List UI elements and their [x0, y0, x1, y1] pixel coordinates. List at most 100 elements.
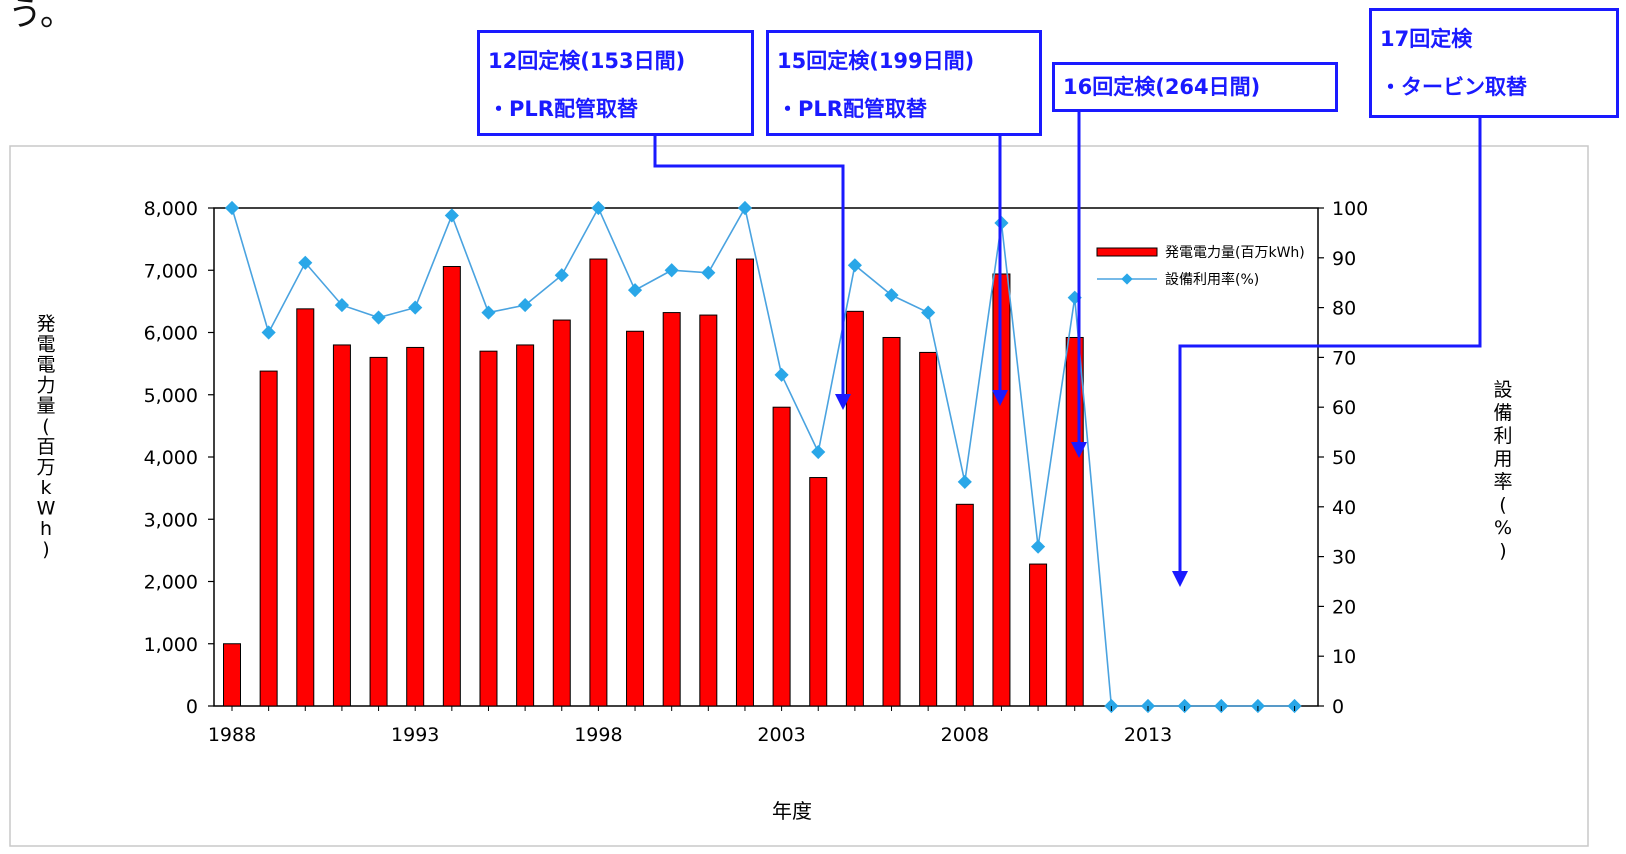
bar: [1065, 336, 1084, 707]
utilization-point: [811, 444, 826, 460]
callout-arrow-1: [653, 136, 845, 394]
bar: [809, 477, 828, 707]
bar: [955, 503, 974, 707]
y-axis-title-char: 電: [36, 354, 55, 376]
callout-detail: ・タービン取替: [1380, 75, 1527, 99]
callout-inspection-12: 12回定検(153日間) ・PLR配管取替: [477, 30, 754, 136]
utilization-point: [371, 310, 386, 325]
y-tick-label: 7,000: [144, 260, 198, 282]
y-axis-title-char: (: [42, 416, 49, 438]
y-axis-title-char: W: [37, 498, 56, 520]
bar: [882, 336, 901, 707]
utilization-point: [884, 288, 899, 303]
y-tick-label: 0: [186, 696, 198, 718]
x-tick-label: 2003: [757, 724, 805, 746]
utilization-point: [554, 268, 569, 283]
y2-tick-label: 100: [1332, 198, 1368, 220]
utilization-point: [847, 258, 862, 273]
plot-area: [213, 207, 1319, 707]
y2-axis-title-char: 設: [1493, 379, 1512, 401]
bar: [516, 344, 535, 707]
utilization-point: [298, 255, 313, 270]
y2-tick-label: 10: [1332, 646, 1356, 668]
y2-axis-title-char: ): [1499, 540, 1506, 562]
y-axis-title-char: h: [40, 518, 52, 540]
y2-tick-label: 80: [1332, 298, 1356, 320]
bar: [735, 258, 754, 707]
line-series: [224, 200, 1302, 714]
bar: [369, 356, 388, 707]
y2-axis-title: 設備利用率(%): [1493, 379, 1512, 562]
y-axis-title-char: 量: [36, 395, 55, 417]
y2-tick-label: 40: [1332, 497, 1356, 519]
axes: 0 1,000 2,000 3,000 4,000 5,000 6,000 7,000 8,00…: [144, 198, 1369, 746]
y-axis-title-char: 発: [36, 313, 55, 335]
bar: [406, 346, 425, 707]
utilization-point: [664, 263, 679, 278]
bar: [626, 330, 645, 707]
callout-inspection-17: 17回定検 ・タービン取替: [1369, 8, 1619, 118]
legend-line-marker: [1121, 273, 1133, 285]
callout-arrow-1-head: [835, 394, 851, 410]
utilization-point: [518, 298, 533, 313]
bar: [442, 266, 461, 707]
y2-tick-label: 20: [1332, 596, 1356, 618]
y2-axis-title-char: 率: [1493, 471, 1512, 493]
y-tick-label: 6,000: [144, 323, 198, 345]
callout-arrow-3-head: [1071, 442, 1087, 458]
y-axis-title-char: k: [40, 477, 51, 499]
y2-tick-label: 30: [1332, 547, 1356, 569]
callout-inspection-16: 16回定検(264日間): [1052, 62, 1338, 112]
legend-line-label: 設備利用率(%): [1165, 271, 1259, 288]
bar: [919, 351, 938, 707]
legend: 発電電力量(百万kWh) 設備利用率(%): [1096, 245, 1305, 288]
utilization-point: [444, 208, 459, 223]
y2-tick-label: 0: [1332, 696, 1344, 718]
x-axis-title: 年度: [772, 799, 812, 823]
legend-bar-label: 発電電力量(百万kWh): [1165, 245, 1305, 261]
utilization-point: [261, 325, 276, 340]
y2-axis-title-char: 利: [1493, 425, 1512, 447]
y-axis-title-char: 万: [36, 457, 55, 479]
bar: [332, 344, 351, 707]
bar: [552, 319, 571, 707]
y-tick-label: 4,000: [144, 447, 198, 469]
plot-frame: [213, 207, 1319, 707]
y2-tick-label: 90: [1332, 248, 1356, 270]
x-tick-label: 2008: [941, 724, 989, 746]
bar: [259, 370, 278, 707]
utilization-point: [224, 200, 240, 216]
utilization-point: [334, 298, 349, 313]
bar: [479, 350, 498, 707]
y-tick-label: 1,000: [144, 634, 198, 656]
callout-detail: ・PLR配管取替: [488, 97, 638, 121]
y2-axis-title-char: 備: [1493, 402, 1512, 424]
y-axis-title-char: 力: [36, 375, 55, 397]
x-tick-label: 2013: [1124, 724, 1172, 746]
y-axis-title-char: 百: [36, 436, 55, 458]
y2-axis-title-char: (: [1499, 494, 1506, 516]
x-tick-label: 1988: [208, 724, 256, 746]
bar: [699, 314, 718, 707]
utilization-point: [701, 265, 716, 280]
y2-tick-label: 50: [1332, 447, 1356, 469]
callout-title: 15回定検(199日間): [777, 49, 975, 73]
y2-axis-title-char: 用: [1493, 448, 1512, 470]
callout-arrow-2-head: [992, 390, 1008, 406]
bar: [662, 312, 681, 707]
callout-title: 16回定検(264日間): [1063, 75, 1261, 99]
y-tick-label: 5,000: [144, 385, 198, 407]
callout-title: 17回定検: [1380, 27, 1473, 51]
y-tick-label: 3,000: [144, 509, 198, 531]
callout-title: 12回定検(153日間): [488, 49, 686, 73]
callout-arrows: [653, 112, 1482, 587]
y-tick-label: 8,000: [144, 198, 198, 220]
y-axis-title-char: ): [42, 539, 49, 561]
utilization-point: [737, 200, 753, 216]
utilization-point: [1031, 539, 1046, 554]
x-tick-label: 1993: [391, 724, 439, 746]
bar: [296, 308, 315, 707]
bar: [589, 258, 608, 707]
y-axis-title-char: 電: [36, 334, 55, 356]
